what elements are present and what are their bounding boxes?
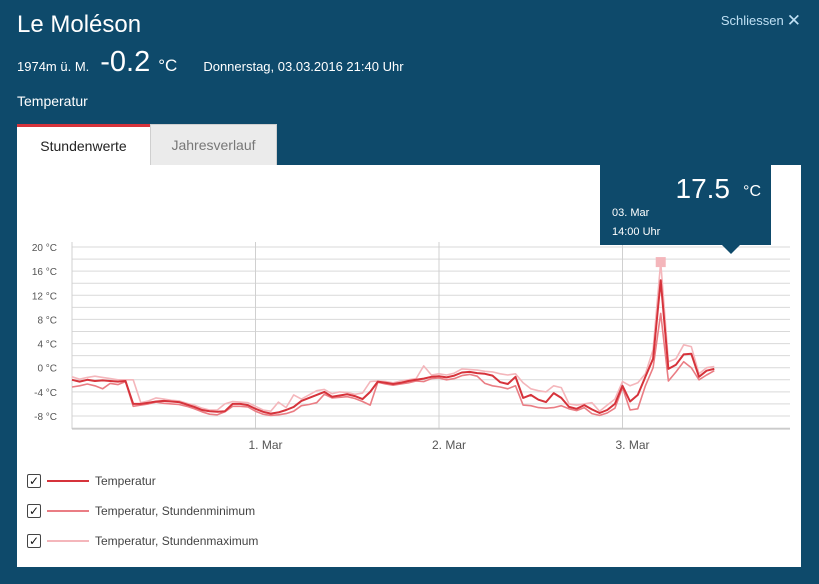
temperature-unit: °C [158,56,178,75]
tab-stundenwerte[interactable]: Stundenwerte [17,124,150,165]
current-temperature: -0.2 [100,46,151,78]
tooltip-value: 17.5 [675,173,731,204]
tooltip-time: 14:00 Uhr [612,226,661,238]
station-meta: 1974m ü. M. -0.2 °C Donnerstag, 03.03.20… [17,46,404,79]
chart-panel: 20 °C 16 °C 12 °C 8 °C 4 °C 0 °C -4 °C -8 °C 1. … [17,165,801,567]
y-tick-label: -8 °C [34,412,57,423]
parameter-title: Temperatur [17,93,88,109]
close-icon: ✕ [786,10,801,30]
measurement-datetime: Donnerstag, 03.03.2016 21:40 Uhr [203,59,404,74]
temperature-chart: 20 °C 16 °C 12 °C 8 °C 4 °C 0 °C -4 °C -8 °C 1. … [32,242,790,452]
legend-label: Temperatur [95,474,156,488]
tooltip-arrow [722,245,740,254]
legend-label: Temperatur, Stundenminimum [95,504,256,518]
altitude-label: 1974m ü. M. [17,59,90,74]
series-line-temperatur [71,279,715,415]
tooltip-unit: °C [743,183,761,200]
checkbox-stundenmaximum[interactable]: ✓ [27,534,41,548]
checkbox-temperatur[interactable]: ✓ [27,474,41,488]
y-tick-label: -4 °C [34,388,57,399]
y-tick-label: 4 °C [37,340,57,351]
y-tick-label: 20 °C [32,243,57,254]
checkbox-stundenminimum[interactable]: ✓ [27,504,41,518]
close-label: Schliessen [720,13,784,28]
tab-jahresverlauf[interactable]: Jahresverlauf [150,124,277,165]
legend-stundenminimum[interactable]: ✓ Temperatur, Stundenminimum [27,504,255,518]
legend-temperatur[interactable]: ✓ Temperatur [27,474,156,488]
series-line-stundenminimum [71,312,715,417]
station-title: Le Moléson [17,11,142,38]
tooltip-date: 03. Mar [612,207,650,219]
highlight-marker [655,257,666,268]
close-button[interactable]: Schliessen ✕ [720,10,801,30]
series-line-stundenmaximum [71,261,715,412]
y-tick-label: 8 °C [37,315,57,326]
legend-label: Temperatur, Stundenmaximum [95,534,259,548]
chart-tooltip: 17.5 °C 03. Mar 14:00 Uhr [600,165,771,254]
x-tick-label: 1. Mar [248,438,282,452]
y-tick-label: 16 °C [32,267,57,278]
legend-stundenmaximum[interactable]: ✓ Temperatur, Stundenmaximum [27,534,258,548]
legend-swatch [47,510,89,512]
legend-swatch [47,480,89,482]
y-tick-label: 12 °C [32,291,57,302]
y-tick-label: 0 °C [37,364,57,375]
legend-swatch [47,540,89,542]
x-tick-label: 3. Mar [615,438,649,452]
x-tick-label: 2. Mar [432,438,466,452]
